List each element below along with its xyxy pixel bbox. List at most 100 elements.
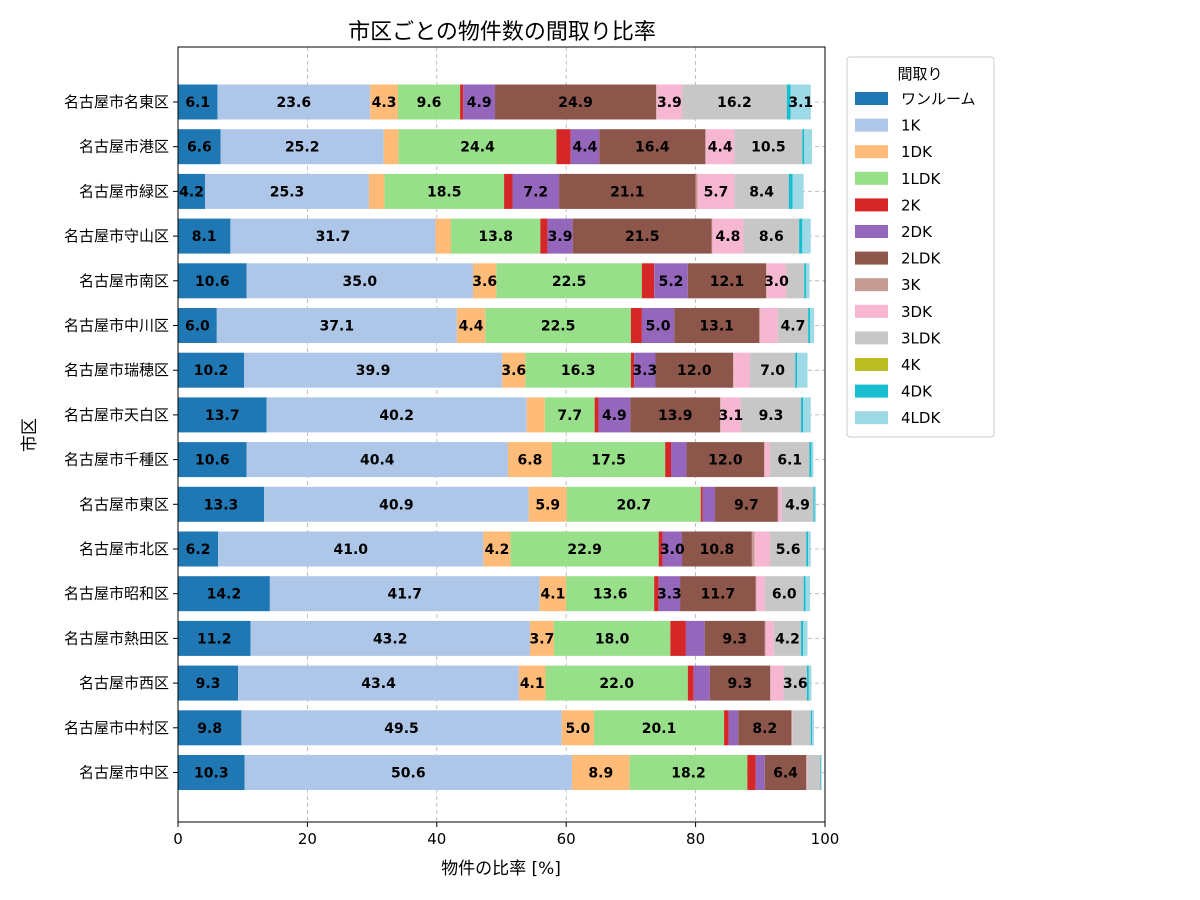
data-label: 4.1 [520,676,545,692]
bar-segment [264,486,529,522]
y-tick-label: 名古屋市昭和区 [64,585,169,603]
data-labels-layer: 6.1 23.6 4.3 9.6 4.9 24.9 3.9 16.2 3.1 6.6 25.2 24.… [179,95,813,782]
bar-segment [566,486,701,522]
bar-segment [770,442,810,478]
data-label: 8.4 [749,184,774,200]
bar-segment [693,665,710,701]
bar-segment [397,84,461,120]
bar-segment [178,442,247,478]
bar-segment [244,755,573,790]
data-label: 4.8 [716,229,741,245]
bar-segment [178,531,219,567]
bar-segment [777,486,779,522]
bar-segment [572,218,712,254]
data-label: 37.1 [320,319,355,335]
bar-segment [812,710,815,746]
bar-segment [764,442,771,478]
data-label: 10.3 [194,766,229,782]
bar-segment [781,486,814,522]
data-label: 3.1 [718,408,743,424]
data-label: 3.0 [660,542,685,558]
data-label: 3.6 [501,363,526,379]
bar-segment [807,755,821,790]
bar-segment [808,308,811,343]
data-label: 22.0 [599,676,634,692]
bar-segment [686,442,765,478]
bar-segment [808,531,811,567]
data-label: 13.8 [478,229,513,245]
bar-segment [205,173,369,209]
bar-segment [682,84,787,120]
bar-segment [687,665,694,701]
data-label: 10.8 [700,542,735,558]
data-label: 4.1 [541,587,566,603]
data-label: 22.5 [541,319,576,335]
bar-segment [368,173,385,209]
data-label: 24.9 [558,95,593,111]
bar-segment [697,173,735,209]
bar-segment [665,442,672,478]
data-label: 9.3 [722,631,747,647]
bar-segment [654,263,688,299]
bar-segment [559,173,696,209]
bar-segment [756,576,765,612]
x-tick-label: 40 [427,830,446,848]
y-tick-label: 名古屋市守山区 [64,227,169,245]
bar-segment [808,665,812,701]
legend-entry: 2K [901,196,922,214]
data-label: 8.9 [588,766,613,782]
bar-segment [802,218,811,254]
bar-segment [814,486,816,522]
bar-segment [671,442,687,478]
data-label: 14.2 [207,587,242,603]
bar-segment [765,620,774,656]
bar-segment [526,397,545,433]
bar-segment [556,129,571,165]
bar-segment [709,665,771,701]
data-label: 4.9 [467,95,492,111]
bar-segment [764,755,807,790]
data-label: 8.1 [192,229,217,245]
data-label: 43.2 [373,631,408,647]
bar-segment [766,263,767,299]
data-label: 11.2 [197,631,232,647]
bar-segment [805,576,811,612]
bar-segment [733,352,750,388]
bar-segment [230,218,436,254]
bar-segment [178,352,244,388]
bar-segment [770,665,784,701]
bar-segment [654,576,659,612]
y-tick-label: 名古屋市中区 [79,764,169,782]
bar-segment [682,531,752,567]
data-label: 16.4 [635,140,670,156]
bar-segment [670,620,686,656]
bar-segment [178,84,218,120]
bar-segment [733,352,734,388]
bar-segment [243,352,503,388]
data-label: 6.2 [186,542,211,558]
data-label: 10.2 [194,363,229,379]
data-label: 5.6 [776,542,801,558]
bar-segment [178,665,239,701]
x-tick-label: 80 [686,830,705,848]
data-label: 4.9 [602,408,627,424]
legend-swatch [855,171,888,185]
data-label: 18.0 [595,631,630,647]
data-label: 6.0 [185,319,210,335]
bar-segment [463,84,496,120]
data-label: 35.0 [343,274,378,290]
bar-segment [803,620,808,656]
bar-segment [435,218,452,254]
data-label: 13.3 [204,497,239,513]
bar-segment [747,755,756,790]
y-tick-label: 名古屋市瑞穂区 [64,361,169,379]
bar-segment [806,755,807,790]
data-label: 13.1 [699,319,734,335]
bar-segment [734,129,803,165]
plot-frame [177,46,826,823]
bar-segment [773,620,802,656]
bar-segment [802,129,805,165]
data-label: 7.0 [760,363,785,379]
data-label: 3.3 [632,363,657,379]
